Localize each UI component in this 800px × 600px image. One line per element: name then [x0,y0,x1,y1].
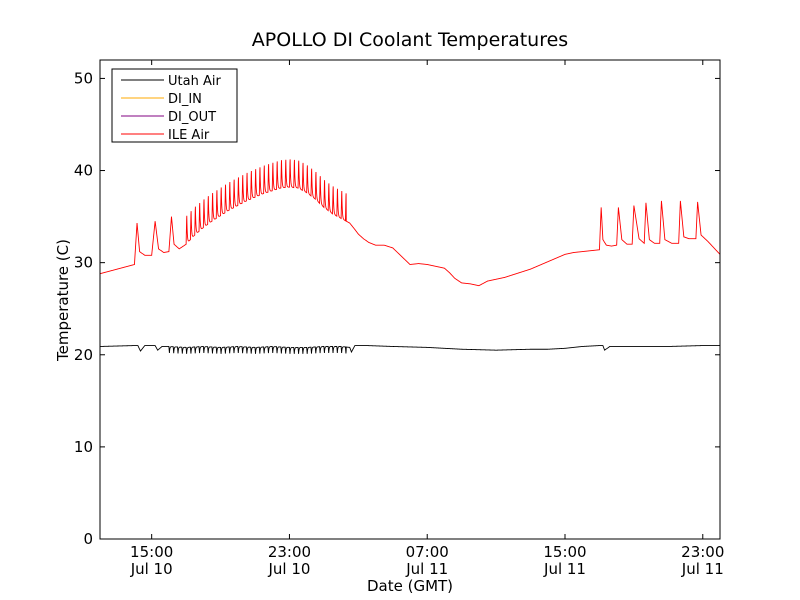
y-tick-label: 50 [74,69,93,87]
x-tick-time-label: 15:00 [130,543,173,561]
x-tick-time-label: 07:00 [406,543,449,561]
legend-box [111,68,238,143]
series-line-utah-air [99,345,720,354]
x-tick-time-label: 15:00 [543,543,586,561]
x-axis-label: Date (GMT) [367,577,453,595]
y-tick-label: 40 [74,162,93,180]
chart-title: APOLLO DI Coolant Temperatures [252,29,568,51]
y-tick-label: 20 [74,346,93,364]
x-tick-date-label: Jul 10 [130,560,173,578]
legend-label: ILE Air [168,128,210,143]
legend-label: DI_OUT [168,110,216,125]
y-tick-label: 0 [83,530,93,548]
x-tick-date-label: Jul 11 [405,560,448,578]
y-axis-label: Temperature (C) [54,239,72,362]
series-line-ile-air [99,159,721,287]
x-tick-time-label: 23:00 [268,543,311,561]
x-tick-date-label: Jul 11 [681,560,724,578]
x-tick-date-label: Jul 10 [267,560,310,578]
y-tick-label: 10 [74,438,93,456]
legend-label: DI_IN [168,92,202,107]
plot-frame [99,59,721,540]
y-tick-label: 30 [74,254,93,272]
legend-label: Utah Air [168,74,221,89]
x-tick-date-label: Jul 11 [543,560,586,578]
plot-area [99,159,721,354]
x-tick-time-label: 23:00 [681,543,724,561]
legend: Utah Air DI_IN DI_OUT ILE Air [111,68,238,143]
